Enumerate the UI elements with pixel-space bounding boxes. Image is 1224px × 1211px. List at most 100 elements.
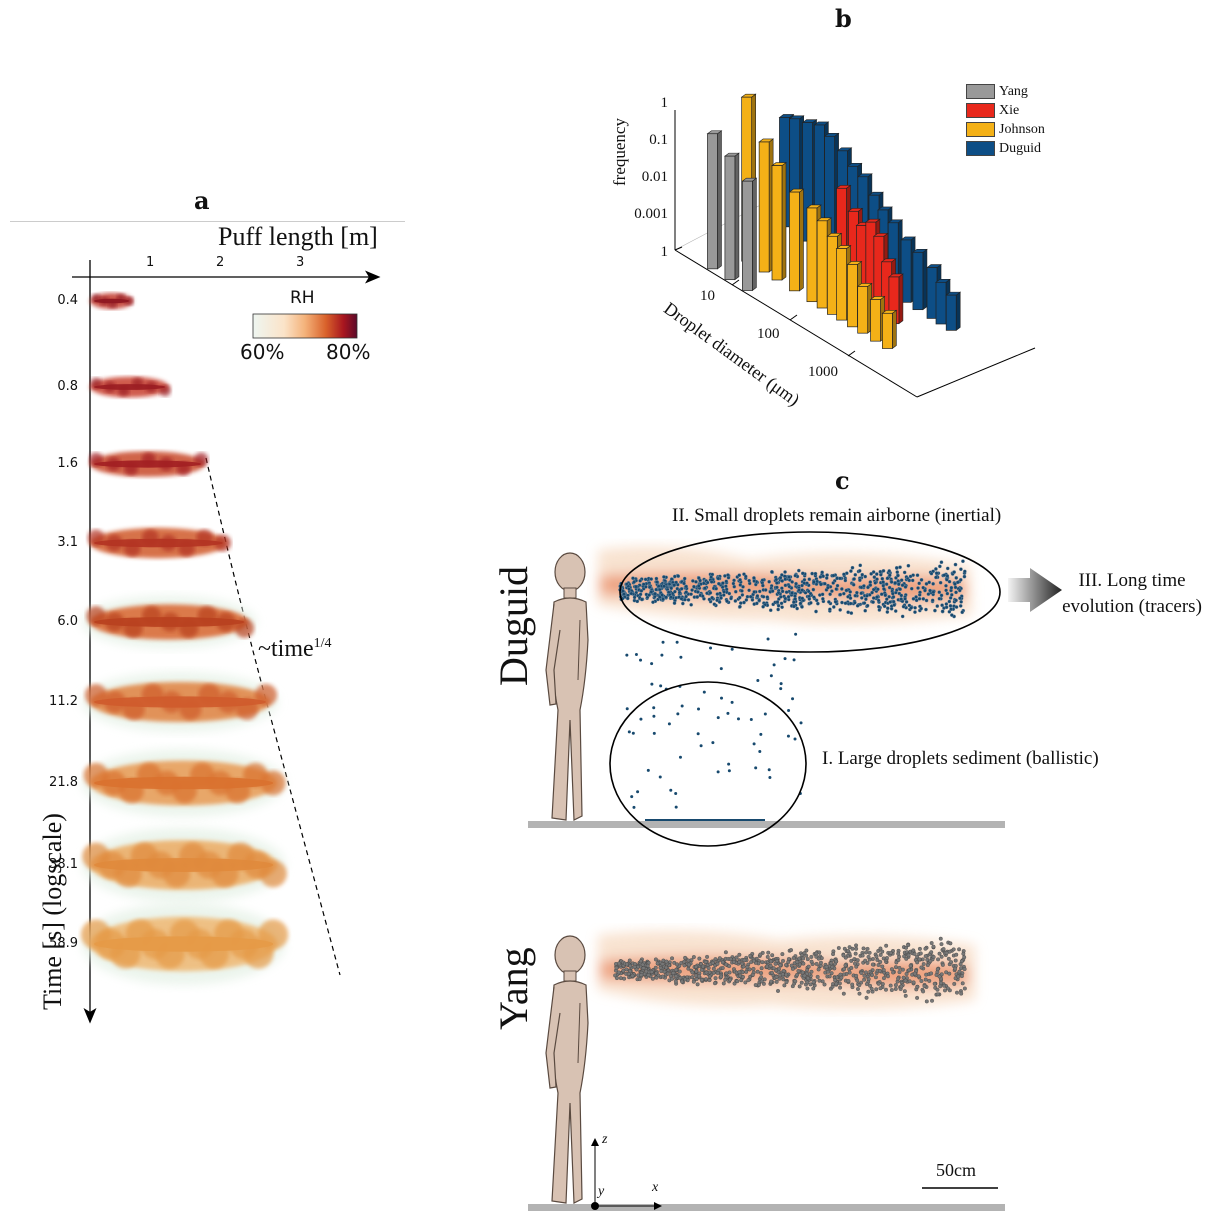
droplet bbox=[649, 577, 654, 581]
droplet-large bbox=[783, 657, 787, 661]
droplet bbox=[671, 970, 676, 975]
droplet bbox=[927, 978, 932, 983]
droplet bbox=[945, 574, 950, 578]
droplet bbox=[923, 977, 928, 982]
droplet bbox=[921, 962, 926, 967]
droplet bbox=[720, 960, 725, 965]
droplet bbox=[707, 597, 712, 602]
droplet bbox=[878, 946, 883, 951]
droplet bbox=[716, 576, 721, 581]
arrow-long-time bbox=[1008, 568, 1062, 612]
droplet bbox=[614, 976, 619, 981]
legend-swatch-yang bbox=[966, 84, 995, 99]
droplet bbox=[715, 592, 720, 596]
droplet bbox=[834, 587, 839, 591]
panel-a-y-tick: 38.1 bbox=[49, 857, 78, 872]
droplet bbox=[901, 975, 906, 980]
droplet bbox=[841, 991, 846, 996]
droplet bbox=[911, 980, 916, 985]
droplet bbox=[945, 566, 950, 571]
panel-a-x-tick-2: 2 bbox=[216, 255, 225, 270]
bar-front-johnson bbox=[882, 312, 893, 349]
droplet bbox=[770, 589, 775, 593]
droplet bbox=[950, 613, 954, 617]
droplet-large bbox=[792, 658, 796, 662]
droplet bbox=[828, 607, 832, 612]
droplet bbox=[875, 577, 879, 582]
droplet bbox=[774, 974, 779, 979]
droplet-large bbox=[787, 709, 791, 713]
droplet-large bbox=[678, 755, 682, 759]
droplet bbox=[747, 967, 752, 972]
droplet bbox=[912, 971, 917, 976]
droplet bbox=[778, 963, 783, 968]
droplet bbox=[865, 593, 869, 598]
droplet bbox=[918, 951, 923, 956]
puff-group bbox=[81, 293, 289, 985]
droplet bbox=[962, 955, 967, 960]
droplet bbox=[944, 577, 949, 582]
droplet bbox=[759, 979, 764, 984]
droplet bbox=[887, 585, 892, 590]
droplet bbox=[646, 973, 651, 978]
droplet bbox=[847, 945, 852, 950]
droplet bbox=[639, 588, 644, 593]
droplet bbox=[839, 975, 844, 980]
panel-a-divider bbox=[10, 221, 405, 222]
droplet bbox=[948, 941, 953, 946]
droplet bbox=[881, 569, 886, 573]
droplet bbox=[831, 982, 835, 986]
droplet bbox=[649, 970, 654, 975]
droplet bbox=[931, 590, 936, 595]
droplet bbox=[853, 593, 858, 598]
droplet bbox=[880, 982, 885, 987]
droplet bbox=[695, 595, 700, 599]
droplet bbox=[809, 969, 814, 974]
droplet bbox=[678, 975, 683, 980]
droplet bbox=[721, 593, 726, 597]
droplet-large bbox=[632, 805, 636, 809]
droplet bbox=[896, 976, 901, 981]
droplet bbox=[793, 979, 798, 984]
droplet bbox=[957, 969, 962, 974]
droplet bbox=[896, 579, 901, 583]
puff-row bbox=[82, 827, 287, 903]
droplet bbox=[689, 602, 694, 607]
droplet bbox=[694, 969, 699, 974]
droplet bbox=[766, 950, 771, 955]
droplet bbox=[717, 956, 722, 961]
droplet bbox=[716, 581, 721, 586]
droplet bbox=[774, 581, 779, 585]
droplet bbox=[942, 983, 947, 988]
droplet bbox=[683, 977, 688, 982]
droplet bbox=[682, 576, 687, 581]
droplet bbox=[761, 981, 766, 986]
droplet bbox=[853, 600, 857, 605]
droplet bbox=[752, 576, 756, 580]
droplet bbox=[741, 584, 745, 589]
droplet bbox=[637, 977, 642, 982]
droplet bbox=[694, 977, 699, 982]
droplet bbox=[944, 588, 948, 593]
droplet bbox=[750, 598, 755, 602]
droplet bbox=[902, 570, 907, 575]
droplet bbox=[624, 962, 629, 967]
droplet-large bbox=[667, 722, 671, 726]
droplet bbox=[780, 972, 785, 977]
droplet bbox=[705, 954, 710, 959]
panel-b-x-tick-1000: 1000 bbox=[808, 364, 838, 380]
droplet bbox=[639, 973, 644, 977]
droplet bbox=[953, 562, 958, 567]
droplet bbox=[924, 999, 929, 1004]
droplet bbox=[854, 973, 859, 978]
bar-side bbox=[734, 152, 740, 281]
droplet bbox=[874, 987, 879, 992]
droplet bbox=[881, 583, 886, 588]
droplet bbox=[748, 594, 753, 599]
droplet bbox=[811, 587, 816, 592]
droplet bbox=[806, 589, 811, 594]
droplet bbox=[762, 977, 767, 982]
droplet bbox=[939, 560, 944, 565]
droplet bbox=[695, 590, 700, 594]
droplet bbox=[715, 598, 719, 603]
